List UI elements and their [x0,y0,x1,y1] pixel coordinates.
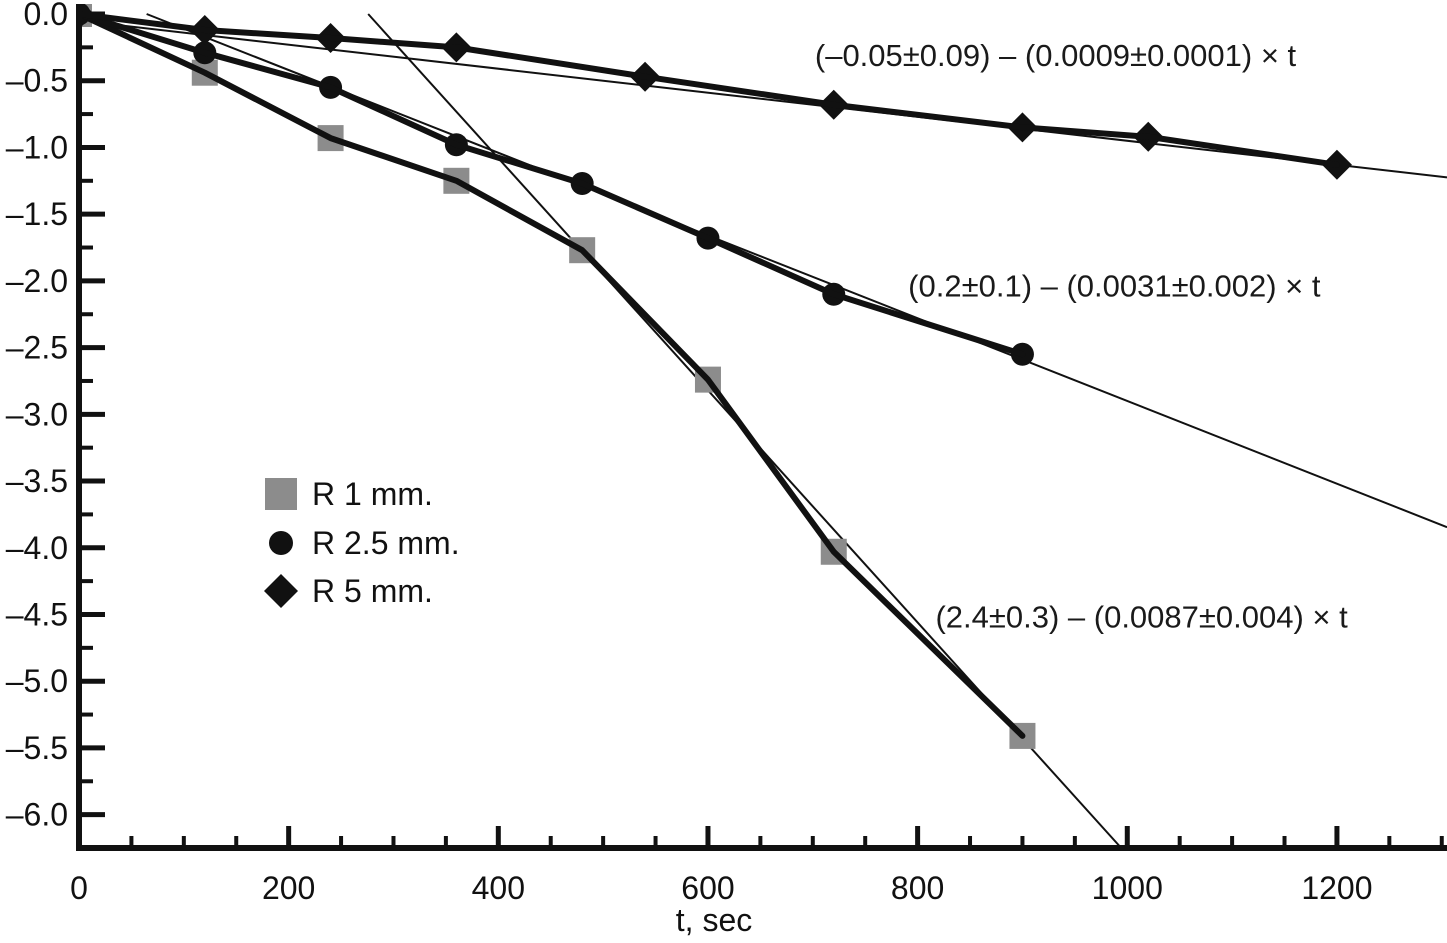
fit-equation-label: (2.4±0.3) – (0.0087±0.004) × t [935,600,1348,635]
y-tick-label: –1.5 [6,196,68,232]
y-tick-label: –2.0 [6,263,68,299]
y-tick-label: –3.5 [6,463,68,499]
series-line [76,11,1340,168]
legend-label: R 1 mm. [312,476,433,512]
x-tick-label: 1200 [1301,870,1372,906]
x-tick-label: 1000 [1092,870,1163,906]
x-axis-title: t, sec [676,902,752,938]
marker-square [265,478,297,510]
marker-diamond [264,574,298,608]
y-tick-label: 0.0 [24,0,68,32]
legend: R 1 mm. R 2.5 mm. R 5 mm. [264,476,460,609]
x-tick-label: 0 [70,870,88,906]
fit-equation-label: (0.2±0.1) – (0.0031±0.002) × t [908,269,1321,304]
annotations-layer: (2.4±0.3) – (0.0087±0.004) × t (0.2±0.1) … [815,38,1348,635]
fit-equation-label: (–0.05±0.09) – (0.0009±0.0001) × t [815,38,1297,73]
y-tick-label: –2.5 [6,330,68,366]
y-tick-label: –0.5 [6,63,68,99]
x-tick-label: 600 [681,870,734,906]
series-line [76,11,1026,739]
y-tick-label: –4.0 [6,530,68,566]
legend-label: R 2.5 mm. [312,525,460,561]
series-lines-layer [76,11,1340,739]
x-tick-label: 400 [472,870,525,906]
y-tick-label: –3.0 [6,396,68,432]
series-line [76,11,1026,358]
markers-layer [76,4,1352,749]
x-tick-label: 200 [262,870,315,906]
y-tick-label: –1.0 [6,129,68,165]
legend-item: R 5 mm. [264,573,433,609]
tick-labels-layer: 0 200 400 600 800 1000 1200 0.0 –0.5 –1.0 –1.5 –2.0… [6,0,1373,938]
fit-lines-layer [78,13,1447,849]
y-tick-label: –4.5 [6,596,68,632]
y-tick-label: –5.5 [6,730,68,766]
fit-line [78,19,1447,179]
legend-item: R 1 mm. [265,476,433,512]
legend-label: R 5 mm. [312,573,433,609]
marker-circle [269,531,293,555]
legend-item: R 2.5 mm. [269,525,460,561]
axes-layer [76,6,1447,851]
y-tick-label: –5.0 [6,663,68,699]
y-tick-label: –6.0 [6,797,68,833]
x-tick-label: 800 [891,870,944,906]
